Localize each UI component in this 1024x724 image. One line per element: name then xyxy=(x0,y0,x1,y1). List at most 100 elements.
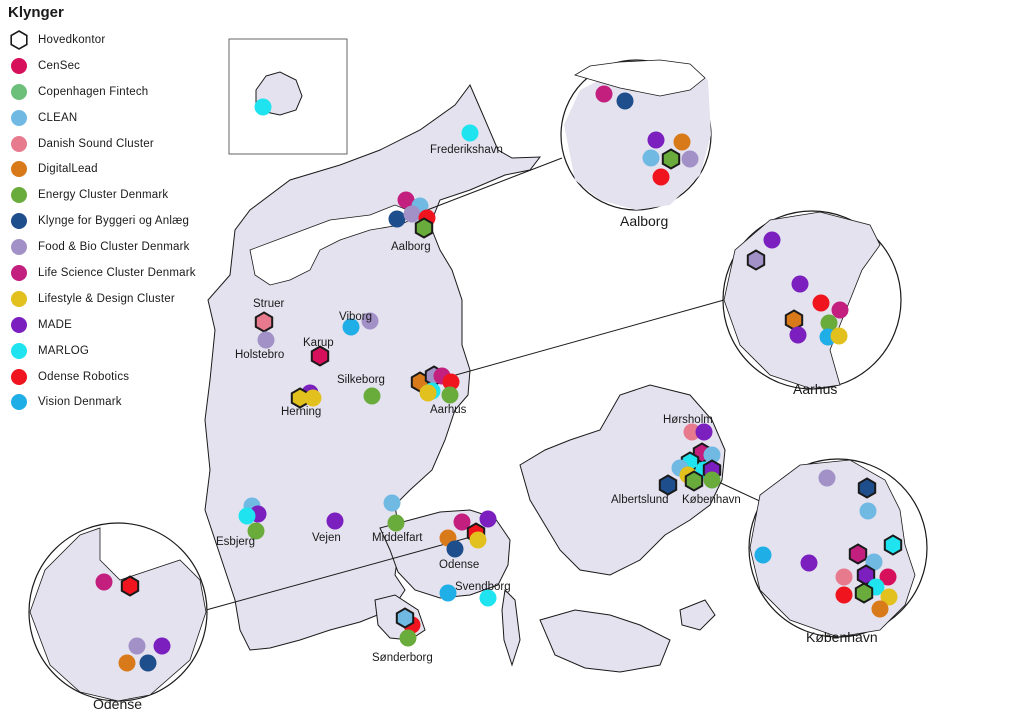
inset-labels: Aalborg Aarhus København Odense xyxy=(93,213,878,712)
marker-made xyxy=(789,326,807,344)
legend-items: Hovedkontor CenSec Copenhagen Fintech CLEAN… xyxy=(8,27,228,415)
legend-item-marlog: MARLOG xyxy=(8,338,228,364)
place-label-vejen: Vejen xyxy=(312,532,341,544)
circle-icon xyxy=(11,57,27,74)
circle-icon xyxy=(11,161,27,178)
marker-energy-cluster-denmark xyxy=(247,522,265,540)
circle-icon xyxy=(11,213,27,230)
legend-item-censec: CenSec xyxy=(8,53,228,79)
marker-lifestyle-and-design-cluster xyxy=(304,389,322,407)
legend-label: Lifestyle & Design Cluster xyxy=(38,292,175,305)
marker-klynge-for-byggeri-og-anlaeg-hq xyxy=(857,477,877,499)
marker-klynge-for-byggeri-og-anlaeg xyxy=(616,92,634,110)
legend-label: Hovedkontor xyxy=(38,33,106,46)
marker-life-science-cluster-denmark xyxy=(95,573,113,591)
place-label-viborg: Viborg xyxy=(339,311,372,323)
marker-made xyxy=(647,131,665,149)
marker-vision-denmark xyxy=(754,546,772,564)
langeland-landmass xyxy=(501,588,521,667)
marker-energy-cluster-denmark xyxy=(820,314,838,332)
marker-odense-robotics xyxy=(442,373,460,391)
place-label-svendborg: Svendborg xyxy=(455,581,511,593)
place-label-middelfart: Middelfart xyxy=(372,532,423,544)
legend-item-clean: CLEAN xyxy=(8,105,228,131)
place-label-herning: Herning xyxy=(281,406,321,418)
marker-odense-robotics xyxy=(835,586,853,604)
marker-energy-cluster-denmark xyxy=(387,514,405,532)
legend-item-life-science-cluster-denmark: Life Science Cluster Denmark xyxy=(8,260,228,286)
marker-lifestyle-and-design-cluster xyxy=(419,384,437,402)
legend-label: Copenhagen Fintech xyxy=(38,85,149,98)
marker-food-and-bio-cluster-denmark xyxy=(128,637,146,655)
circle-icon xyxy=(11,316,27,333)
marker-odense-robotics-hq xyxy=(120,575,140,597)
marker-digitallead xyxy=(673,133,691,151)
marker-odense-robotics xyxy=(812,294,830,312)
legend-label: Food & Bio Cluster Denmark xyxy=(38,241,190,254)
circle-icon xyxy=(11,264,27,281)
marker-made xyxy=(763,231,781,249)
circle-icon xyxy=(11,368,27,385)
marker-life-science-cluster-denmark xyxy=(595,85,613,103)
marker-danish-sound-cluster xyxy=(835,568,853,586)
legend-label: CLEAN xyxy=(38,111,78,124)
inset-label-odense: Odense xyxy=(93,696,142,712)
bornholm-inset xyxy=(228,38,348,155)
odense-inset-land xyxy=(29,527,207,702)
inset-odense xyxy=(28,522,208,702)
marker-food-and-bio-cluster-denmark xyxy=(257,331,275,349)
marker-made xyxy=(326,512,344,530)
circle-icon xyxy=(11,394,27,411)
marker-clean xyxy=(383,494,401,512)
marker-life-science-cluster-denmark xyxy=(397,191,415,209)
legend-label: MARLOG xyxy=(38,344,90,357)
place-label-aalborg: Aalborg xyxy=(391,241,431,253)
place-label-aarhus: Aarhus xyxy=(430,404,467,416)
place-label-holstebro: Holstebro xyxy=(235,349,284,361)
marker-censec-hq xyxy=(310,345,330,367)
marker-digitallead xyxy=(118,654,136,672)
legend-item-hovedkontor: Hovedkontor xyxy=(8,27,228,53)
inset-aarhus xyxy=(722,210,902,390)
legend-item-vision-denmark: Vision Denmark xyxy=(8,389,228,415)
marker-life-science-cluster-denmark xyxy=(453,513,471,531)
marker-made xyxy=(695,423,713,441)
marker-made xyxy=(153,637,171,655)
marker-klynge-for-byggeri-og-anlaeg xyxy=(388,210,406,228)
legend-item-made: MADE xyxy=(8,312,228,338)
legend-label: Vision Denmark xyxy=(38,396,122,409)
inset-aalborg xyxy=(560,59,712,211)
marker-clean xyxy=(859,502,877,520)
inset-connectors xyxy=(205,157,765,611)
marker-digitallead xyxy=(871,600,889,618)
limfjord-water xyxy=(249,204,421,286)
legend-item-copenhagen-fintech: Copenhagen Fintech xyxy=(8,79,228,105)
circle-icon xyxy=(11,83,27,100)
marker-marlog xyxy=(254,98,272,116)
marker-energy-cluster-denmark xyxy=(703,471,721,489)
marker-energy-cluster-denmark-hq xyxy=(414,217,434,239)
marker-energy-cluster-denmark xyxy=(441,386,459,404)
inset-label-kobenhavn: København xyxy=(806,629,878,645)
marker-digitallead-hq xyxy=(784,309,804,331)
lolland-falster-landmass xyxy=(539,609,671,673)
legend-label: Life Science Cluster Denmark xyxy=(38,266,196,279)
legend-label: MADE xyxy=(38,318,73,331)
marker-food-and-bio-cluster-denmark xyxy=(818,469,836,487)
marker-marlog-hq xyxy=(883,534,903,556)
legend-item-klynge-for-byggeri-og-anlaeg: Klynge for Byggeri og Anlæg xyxy=(8,208,228,234)
marker-vision-denmark xyxy=(439,584,457,602)
aalborg-inset-water xyxy=(574,59,706,97)
legend-label: CenSec xyxy=(38,59,81,72)
marker-energy-cluster-denmark-hq xyxy=(684,470,704,492)
marker-danish-sound-cluster-hq xyxy=(254,311,274,333)
marker-marlog xyxy=(238,507,256,525)
legend-label: Danish Sound Cluster xyxy=(38,137,154,150)
marker-life-science-cluster-denmark-hq xyxy=(848,543,868,565)
marker-lifestyle-and-design-cluster xyxy=(469,531,487,549)
marker-food-and-bio-cluster-denmark xyxy=(361,312,379,330)
legend-item-digitallead: DigitalLead xyxy=(8,156,228,182)
place-label-sonderborg: Sønderborg xyxy=(372,652,433,664)
marker-food-and-bio-cluster-denmark xyxy=(681,150,699,168)
